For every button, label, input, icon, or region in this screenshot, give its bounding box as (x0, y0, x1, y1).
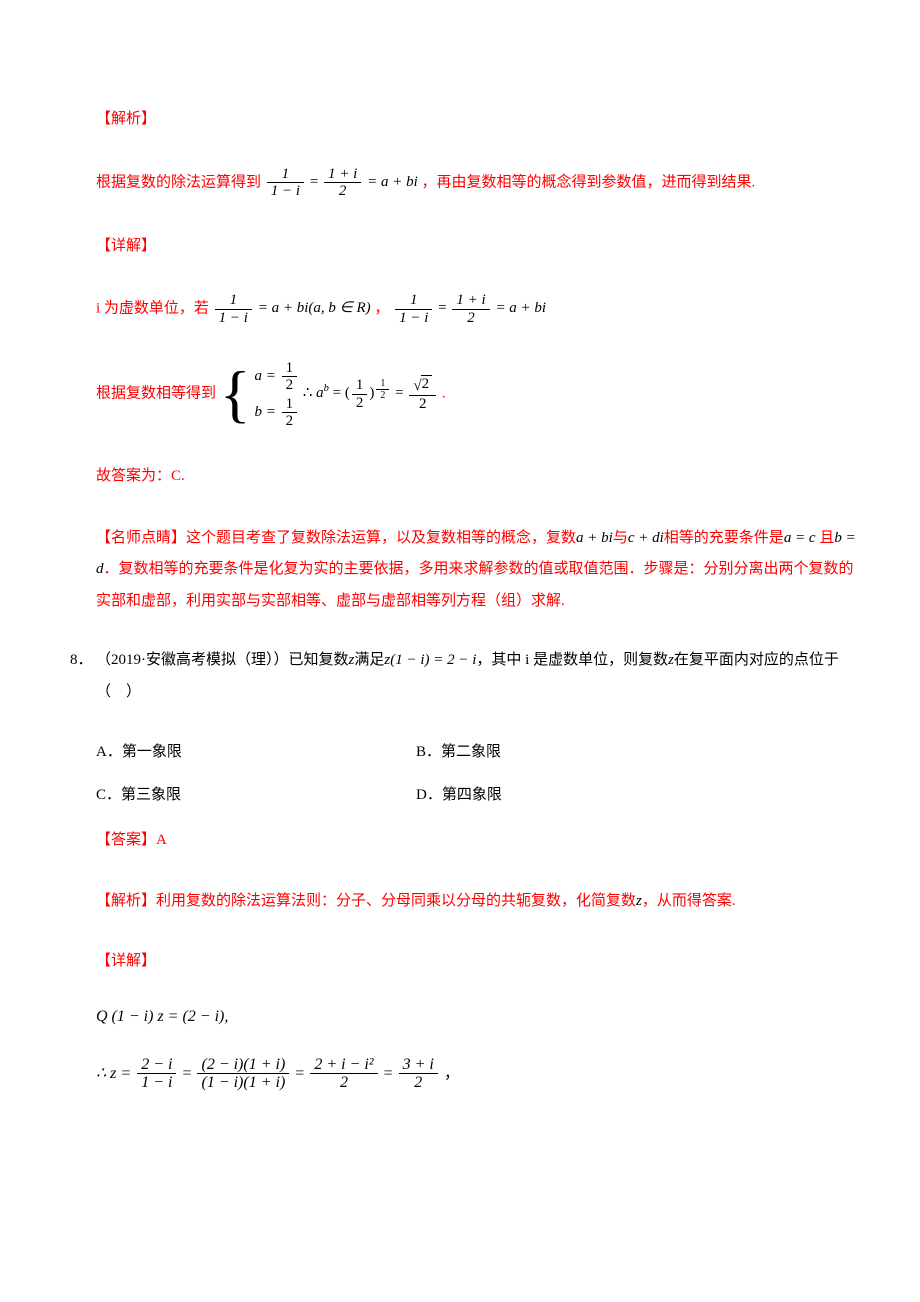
denominator: 2 (310, 1074, 377, 1092)
exponent: b (324, 383, 329, 394)
denominator: 2 (324, 183, 361, 200)
denominator: 2 (409, 396, 436, 413)
equation-result: ∴ ab = ( 1 2 ) 1 2 = √2 2 (303, 385, 442, 401)
rhs: = a + bi (495, 300, 546, 316)
numerator: 1 + i (452, 292, 489, 310)
text: 这个题目考查了复数除法运算，以及复数相等的概念，复数 (186, 530, 576, 546)
numerator: 1 (395, 292, 432, 310)
denominator: 2 (282, 377, 298, 394)
denominator: 2 (452, 310, 489, 327)
option-a: A．第一象限 (96, 740, 416, 761)
denominator: 2 (376, 390, 389, 401)
math: a = c (784, 530, 816, 546)
denominator: 1 − i (395, 310, 432, 327)
numerator: 1 (376, 378, 389, 390)
text: ，其中 i 是虚数单位，则复数 (476, 652, 668, 668)
options: A．第一象限 B．第二象限 C．第三象限 D．第四象限 (96, 740, 860, 804)
text: 与 (613, 530, 628, 546)
tail: ， (444, 1064, 460, 1081)
tips-label: 【名师点睛】 (96, 530, 186, 546)
text: 且 (819, 530, 834, 546)
math: z(1 − i) = 2 − i (384, 652, 476, 668)
denominator: 1 − i (215, 310, 252, 327)
option-c: C．第三象限 (96, 783, 416, 804)
answer-value: A (156, 832, 167, 848)
numerator: 1 + i (324, 166, 361, 184)
heading-jiexi: 【解析】 (96, 893, 156, 909)
lhs: b = (254, 404, 275, 420)
text: 满足 (354, 652, 384, 668)
text: 已知复数 (289, 652, 349, 668)
brace-content: a = 1 2 b = 1 2 (254, 358, 299, 430)
text: ，再由复数相等的概念得到参数值，进而得到结果. (422, 174, 756, 190)
numerator: (2 − i)(1 + i) (197, 1056, 289, 1075)
text: ．复数相等的充要条件是化复为实的主要依据，多用来求解参数的值或取值范围．步骤是：… (96, 561, 854, 609)
question-number: 8． (70, 645, 96, 677)
numerator: 3 + i (399, 1056, 438, 1075)
answer: 【答案】A (96, 826, 860, 855)
option-d: D．第四象限 (416, 783, 502, 804)
heading-jiexi: 【解析】 (96, 105, 860, 134)
equation-display-2: ∴ z = 2 − i 1 − i = (2 − i)(1 + i) (1 − … (96, 1056, 860, 1092)
jiexi-para: 根据复数的除法运算得到 1 1 − i = 1 + i 2 = a + bi ，… (96, 166, 860, 200)
numerator: √2 (409, 376, 436, 396)
numerator: 1 (282, 360, 298, 378)
numerator: 1 (282, 396, 298, 414)
heading-xiangjie: 【详解】 (96, 232, 860, 261)
equation: 1 1 − i = 1 + i 2 = a + bi (393, 300, 546, 316)
prefix: ∴ z = (96, 1064, 131, 1081)
text: 根据复数相等得到 (96, 385, 216, 401)
equation: 1 1 − i = 1 + i 2 = a + bi (265, 174, 422, 190)
q8-jiexi: 【解析】利用复数的除法运算法则：分子、分母同乘以分母的共轭复数，化简复数z，从而… (96, 887, 860, 916)
tips-para: 【名师点睛】这个题目考查了复数除法运算，以及复数相等的概念，复数a + bi与c… (96, 523, 860, 618)
text: 相等的充要条件是 (664, 530, 784, 546)
text: ， (374, 300, 389, 316)
math: a + bi (576, 530, 613, 546)
option-b: B．第二象限 (416, 740, 501, 761)
numerator: 1 (267, 166, 304, 184)
math: c + di (628, 530, 664, 546)
text: 根据复数的除法运算得到 (96, 174, 261, 190)
source: （2019·安徽高考模拟（理）） (96, 652, 289, 668)
denominator: 2 (399, 1074, 438, 1092)
denominator: 1 − i (267, 183, 304, 200)
denominator: 2 (352, 395, 368, 412)
denominator: (1 − i)(1 + i) (197, 1074, 289, 1092)
numerator: 2 + i − i² (310, 1056, 377, 1075)
rhs: = a + bi (367, 174, 418, 190)
rhs: = a + bi(a, b ∈ R) (258, 300, 371, 316)
numerator: 1 (215, 292, 252, 310)
answer-line: 故答案为：C. (96, 462, 860, 491)
option-row: C．第三象限 D．第四象限 (96, 783, 860, 804)
xiangjie-brace: 根据复数相等得到 { a = 1 2 b = 1 2 (96, 358, 860, 430)
denominator: 2 (282, 413, 298, 430)
numerator: 1 (352, 377, 368, 395)
option-row: A．第一象限 B．第二象限 (96, 740, 860, 761)
question-8: 8． （2019·安徽高考模拟（理））已知复数z满足z(1 − i) = 2 −… (70, 645, 860, 708)
denominator: 1 − i (137, 1074, 176, 1092)
period: . (442, 385, 446, 401)
therefore-icon: ∴ (303, 385, 313, 401)
text: ，从而得答案. (642, 893, 736, 909)
base: a (316, 385, 324, 401)
page: 【解析】 根据复数的除法运算得到 1 1 − i = 1 + i 2 = a +… (0, 0, 920, 1202)
text: i 为虚数单位，若 (96, 300, 209, 316)
equation-display-1: Q (1 − i) z = (2 − i), (96, 1008, 860, 1026)
equation: Q (1 − i) z = (2 − i), (96, 1008, 228, 1025)
text: 利用复数的除法运算法则：分子、分母同乘以分母的共轭复数，化简复数 (156, 893, 636, 909)
brace-icon: { (220, 365, 251, 423)
lhs: a = (254, 368, 275, 384)
answer-label: 【答案】 (96, 832, 156, 848)
heading-xiangjie-2: 【详解】 (96, 947, 860, 976)
numerator: 2 − i (137, 1056, 176, 1075)
equation: 1 1 − i = a + bi(a, b ∈ R) (213, 300, 375, 316)
xiangjie-line1: i 为虚数单位，若 1 1 − i = a + bi(a, b ∈ R) ， 1… (96, 292, 860, 326)
